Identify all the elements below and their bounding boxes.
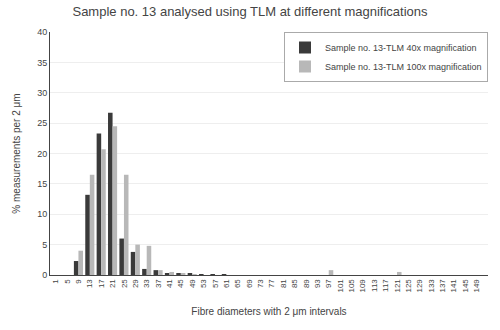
svg-text:93: 93	[313, 279, 322, 288]
svg-text:57: 57	[211, 279, 220, 288]
svg-text:145: 145	[461, 279, 470, 293]
svg-text:81: 81	[279, 279, 288, 288]
svg-text:149: 149	[472, 279, 481, 293]
svg-text:69: 69	[245, 279, 254, 288]
svg-text:Fibre diameters with 2 μm inte: Fibre diameters with 2 μm intervals	[191, 306, 346, 317]
svg-text:25: 25	[120, 279, 129, 288]
svg-text:41: 41	[165, 279, 174, 288]
svg-text:35: 35	[37, 58, 47, 68]
svg-text:77: 77	[267, 279, 276, 288]
svg-text:85: 85	[290, 279, 299, 288]
svg-text:Sample no. 13 analysed using T: Sample no. 13 analysed using TLM at diff…	[72, 4, 428, 19]
svg-text:1: 1	[51, 279, 60, 284]
svg-text:30: 30	[37, 88, 47, 98]
svg-text:129: 129	[415, 279, 424, 293]
svg-text:13: 13	[85, 279, 94, 288]
svg-text:% measurements per 2 μm: % measurements per 2 μm	[11, 93, 22, 213]
svg-text:121: 121	[393, 279, 402, 293]
svg-text:109: 109	[358, 279, 367, 293]
svg-text:29: 29	[131, 279, 140, 288]
svg-text:89: 89	[302, 279, 311, 288]
svg-text:45: 45	[176, 279, 185, 288]
svg-text:20: 20	[37, 149, 47, 159]
svg-text:37: 37	[154, 279, 163, 288]
svg-text:21: 21	[108, 279, 117, 288]
svg-text:105: 105	[347, 279, 356, 293]
svg-text:61: 61	[222, 279, 231, 288]
svg-text:141: 141	[449, 279, 458, 293]
svg-text:133: 133	[427, 279, 436, 293]
svg-text:10: 10	[37, 209, 47, 219]
svg-text:17: 17	[97, 279, 106, 288]
svg-text:49: 49	[188, 279, 197, 288]
svg-text:15: 15	[37, 179, 47, 189]
svg-text:53: 53	[199, 279, 208, 288]
svg-text:0: 0	[42, 270, 47, 280]
svg-text:5: 5	[42, 240, 47, 250]
svg-text:Sample no. 13-TLM 40x magnific: Sample no. 13-TLM 40x magnification	[325, 43, 477, 53]
svg-text:33: 33	[142, 279, 151, 288]
svg-text:137: 137	[438, 279, 447, 293]
svg-text:73: 73	[256, 279, 265, 288]
svg-text:113: 113	[370, 279, 379, 292]
svg-text:25: 25	[37, 118, 47, 128]
svg-text:9: 9	[74, 279, 83, 284]
svg-text:65: 65	[233, 279, 242, 288]
svg-text:Sample no. 13-TLM 100x magnifi: Sample no. 13-TLM 100x magnification	[325, 62, 482, 72]
svg-text:40: 40	[37, 27, 47, 37]
svg-text:101: 101	[336, 279, 345, 293]
svg-text:125: 125	[404, 279, 413, 293]
svg-text:5: 5	[63, 279, 72, 284]
svg-text:97: 97	[324, 279, 333, 288]
svg-text:117: 117	[381, 279, 390, 292]
